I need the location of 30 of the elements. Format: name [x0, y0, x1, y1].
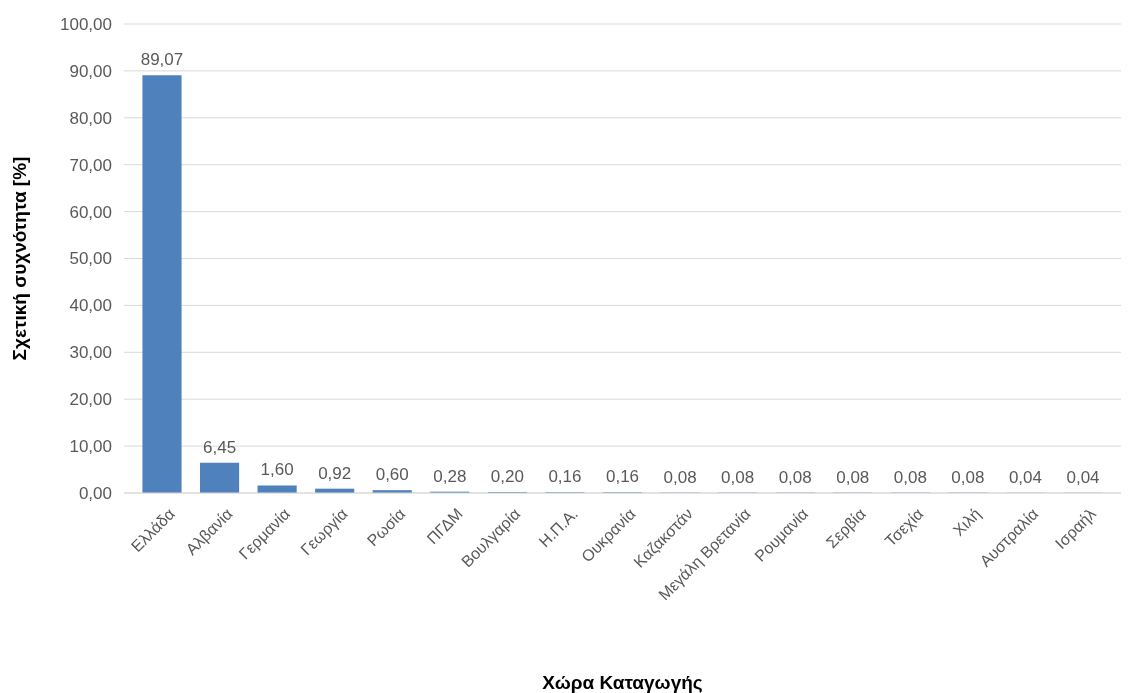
y-tick-label: 80,00: [69, 108, 112, 128]
data-label: 0,28: [433, 466, 467, 486]
data-label: 0,16: [548, 467, 582, 487]
data-label: 0,08: [663, 467, 697, 487]
x-axis-title: Χώρα Καταγωγής: [542, 672, 703, 693]
y-tick-label: 0,00: [78, 483, 112, 503]
data-label: 1,60: [260, 460, 294, 480]
y-tick-label: 70,00: [69, 155, 112, 175]
y-tick-label: 10,00: [69, 437, 112, 457]
data-label: 0,92: [318, 463, 352, 483]
y-tick-label: 20,00: [69, 390, 112, 410]
y-tick-label: 100,00: [60, 14, 112, 34]
data-label: 0,04: [1008, 467, 1042, 487]
y-tick-label: 30,00: [69, 343, 112, 363]
y-axis-title: Σχετική συχνότητα [%]: [9, 156, 30, 361]
y-tick-label: 50,00: [69, 249, 112, 269]
data-label: 0,08: [778, 467, 812, 487]
y-tick-label: 90,00: [69, 61, 112, 81]
data-label: 6,45: [203, 437, 237, 457]
data-label: 0,08: [721, 467, 755, 487]
data-label: 0,08: [836, 467, 870, 487]
data-label: 0,20: [490, 467, 524, 487]
data-label: 0,08: [893, 467, 927, 487]
y-tick-label: 60,00: [69, 202, 112, 222]
data-label: 0,60: [375, 465, 409, 485]
data-label: 0,08: [951, 467, 985, 487]
data-label: 89,07: [140, 50, 184, 70]
y-tick-label: 40,00: [69, 296, 112, 316]
data-label: 0,16: [605, 467, 640, 487]
data-label: 0,04: [1066, 467, 1100, 487]
